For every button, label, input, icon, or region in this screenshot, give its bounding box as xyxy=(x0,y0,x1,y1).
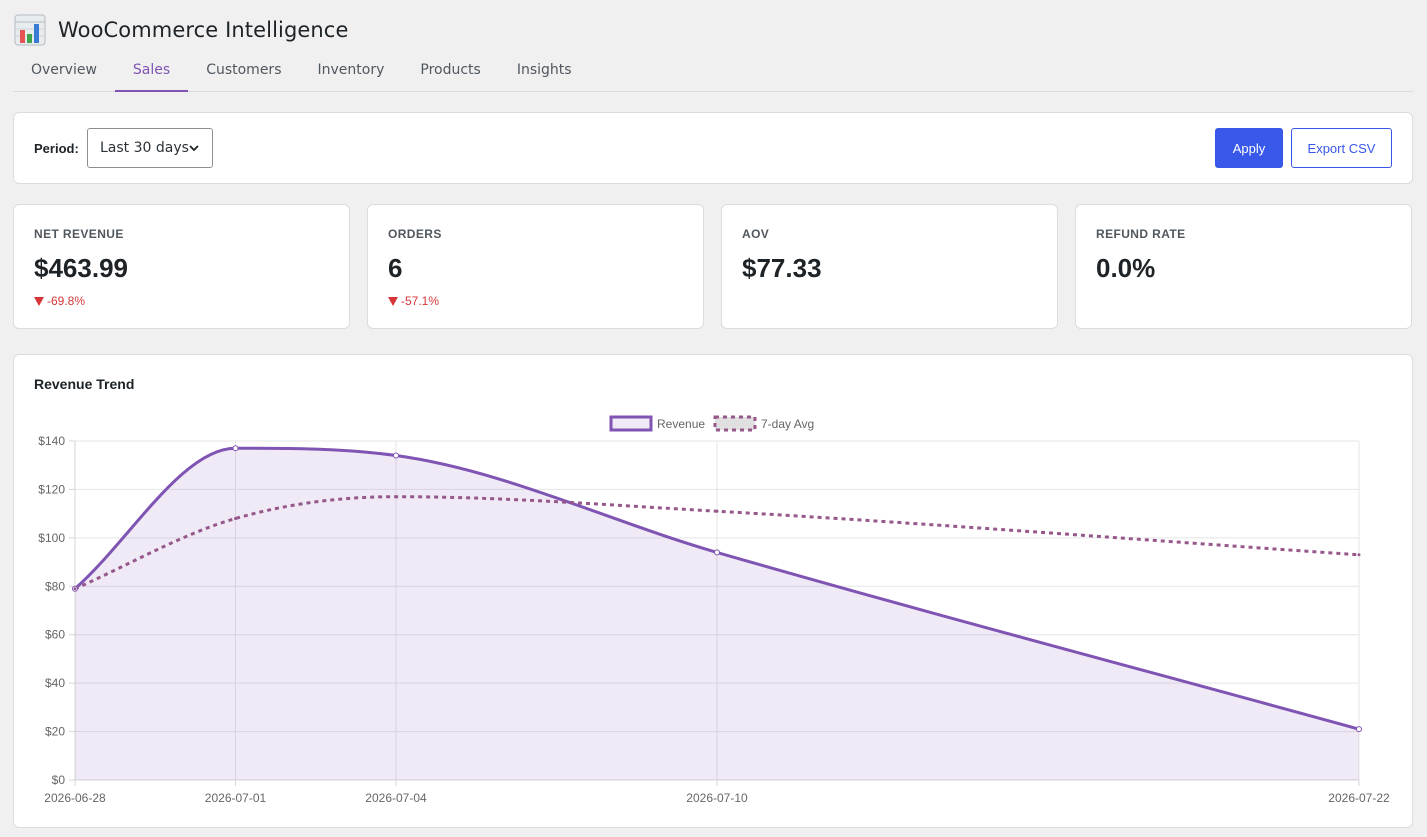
kpi-label: NET REVENUE xyxy=(34,227,124,241)
tab-sales[interactable]: Sales xyxy=(114,52,189,92)
tab-overview[interactable]: Overview xyxy=(31,62,97,78)
x-tick-label: 2026-07-22 xyxy=(1328,791,1390,805)
kpi-card-refund-rate: REFUND RATE 0.0% xyxy=(1075,204,1412,329)
y-tick-label: $60 xyxy=(45,628,65,642)
chevron-down-icon xyxy=(189,145,199,152)
revenue-trend-card: Revenue Trend $0 $20 $40 $60 $80 $100 $120 $140… xyxy=(13,354,1413,828)
avg-point xyxy=(394,495,398,499)
revenue-point xyxy=(232,445,239,452)
x-tick-label: 2026-07-04 xyxy=(365,791,427,805)
triangle-down-icon xyxy=(34,297,44,306)
tab-products[interactable]: Products xyxy=(420,62,481,78)
y-tick-label: $20 xyxy=(45,725,65,739)
kpi-delta-value: -69.8% xyxy=(47,294,86,308)
app-title: WooCommerce Intelligence xyxy=(58,18,349,42)
kpi-card-orders: ORDERS 6 -57.1% xyxy=(367,204,704,329)
chart-title: Revenue Trend xyxy=(34,376,135,392)
kpi-label: REFUND RATE xyxy=(1096,227,1186,241)
export-csv-button[interactable]: Export CSV xyxy=(1291,128,1392,168)
triangle-down-icon xyxy=(388,297,398,306)
apply-button[interactable]: Apply xyxy=(1215,128,1283,168)
y-tick-label: $0 xyxy=(52,773,66,787)
app-header: WooCommerce Intelligence xyxy=(14,12,348,48)
kpi-value: 0.0% xyxy=(1096,253,1156,283)
tab-bar: Overview Sales Customers Inventory Produ… xyxy=(13,52,1413,92)
kpi-card-net-revenue: NET REVENUE $463.99 -69.8% xyxy=(13,204,350,329)
y-tick-label: $100 xyxy=(38,531,65,545)
x-tick-label: 2026-07-01 xyxy=(205,791,267,805)
kpi-label: AOV xyxy=(742,227,770,241)
y-tick-label: $40 xyxy=(45,676,65,690)
period-select[interactable]: Last 30 days xyxy=(87,128,213,168)
filter-bar: Period: Last 30 days Apply Export CSV xyxy=(13,112,1413,184)
revenue-area xyxy=(75,448,1359,780)
avg-point xyxy=(715,509,719,513)
legend-label-avg: 7-day Avg xyxy=(761,417,814,431)
avg-point xyxy=(234,516,237,520)
legend-swatch-revenue xyxy=(609,415,653,432)
revenue-point xyxy=(393,452,399,459)
revenue-point xyxy=(714,549,720,556)
legend-label-revenue: Revenue xyxy=(657,417,705,431)
tab-customers[interactable]: Customers xyxy=(206,62,282,78)
kpi-value: 6 xyxy=(388,253,403,283)
avg-point xyxy=(73,587,77,591)
x-tick-label: 2026-06-28 xyxy=(44,791,106,805)
revenue-point xyxy=(1356,726,1362,733)
kpi-value: $463.99 xyxy=(34,253,128,283)
avg-line xyxy=(74,495,1360,591)
y-tick-label: $120 xyxy=(38,482,65,496)
y-tick-label: $80 xyxy=(45,579,65,593)
y-tick-label: $140 xyxy=(38,434,65,448)
period-select-value: Last 30 days xyxy=(100,140,189,156)
kpi-delta: -57.1% xyxy=(388,294,439,308)
x-tick-label: 2026-07-10 xyxy=(686,791,748,805)
tab-insights[interactable]: Insights xyxy=(516,62,572,78)
avg-point xyxy=(1357,553,1361,557)
kpi-value: $77.33 xyxy=(742,253,822,283)
period-label: Period: xyxy=(34,141,79,156)
bar-chart-icon xyxy=(14,14,46,46)
kpi-delta: -69.8% xyxy=(34,294,85,308)
tab-inventory[interactable]: Inventory xyxy=(317,62,385,78)
kpi-label: ORDERS xyxy=(388,227,442,241)
kpi-delta-value: -57.1% xyxy=(401,294,440,308)
revenue-line xyxy=(74,446,1360,731)
legend-swatch-avg xyxy=(713,415,757,432)
revenue-trend-chart: $0 $20 $40 $60 $80 $100 $120 $140 2026-06-28 2026… xyxy=(38,415,1390,805)
kpi-card-aov: AOV $77.33 xyxy=(721,204,1058,329)
